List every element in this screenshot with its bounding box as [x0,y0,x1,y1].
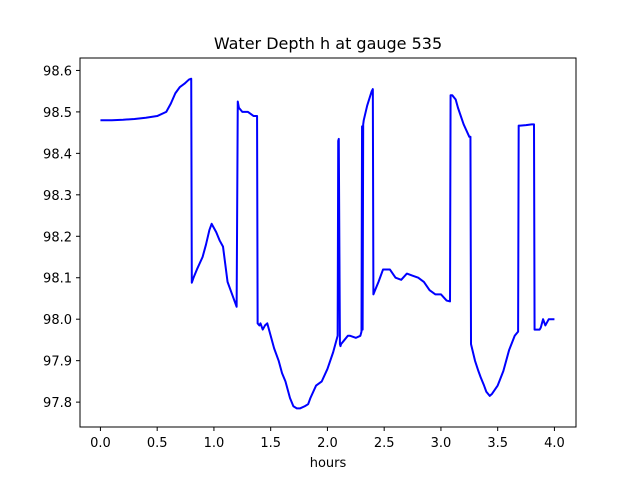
y-tick-label: 98.6 [43,64,72,79]
x-tick-label: 3.5 [487,436,508,451]
y-tick-label: 98.0 [43,313,72,328]
y-tick-label: 98.4 [43,147,72,162]
x-tick-label: 1.0 [204,436,225,451]
x-tick-label: 3.0 [431,436,452,451]
x-tick-label: 2.5 [374,436,395,451]
y-tick-label: 97.8 [43,396,72,411]
y-tick-label: 98.3 [43,189,72,204]
x-tick-label: 4.0 [544,436,565,451]
y-tick-label: 98.5 [43,106,72,121]
x-tick-label: 1.5 [260,436,281,451]
x-axis-label: hours [310,456,347,471]
y-tick-label: 97.9 [43,355,72,370]
plot-area: 0.0 0.5 1.0 1.5 2.0 2.5 3.0 3.5 4.0 97.8 97.9 98.0 9… [43,64,565,451]
series-line-0 [100,77,555,410]
y-tick-label: 98.2 [43,230,72,245]
x-tick-label: 0.5 [147,436,168,451]
x-tick-label: 0.0 [90,436,111,451]
y-tick-label: 98.1 [43,272,72,287]
chart-title: Water Depth h at gauge 535 [214,34,442,53]
axes-frame [79,57,577,428]
x-tick-label: 2.0 [317,436,338,451]
